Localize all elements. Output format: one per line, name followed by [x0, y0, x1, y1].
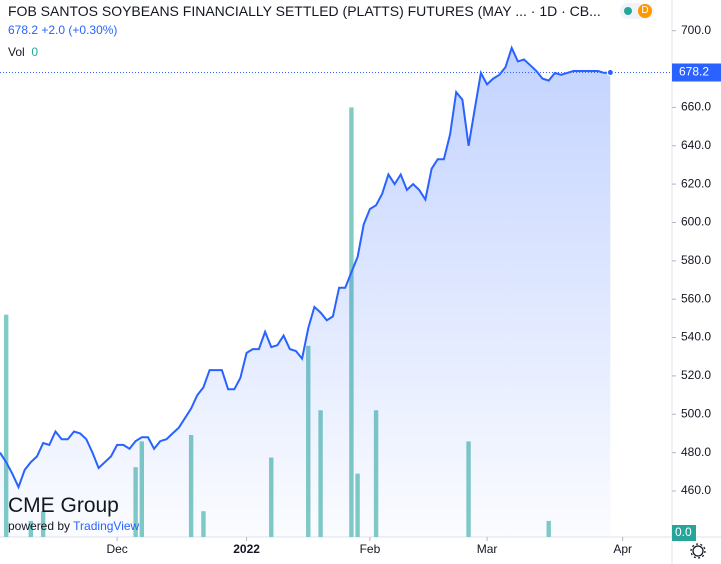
logo: CME Group powered by TradingView	[8, 494, 139, 533]
last-point	[606, 68, 614, 76]
change: +2.0 (+0.30%)	[41, 23, 118, 37]
y2-tick-label: 0.0	[675, 525, 692, 539]
y-tick-label: 520.0	[681, 368, 711, 382]
vol-value: 0	[31, 45, 39, 59]
price-area	[0, 47, 611, 538]
y-tick-label: 500.0	[681, 406, 711, 420]
powered-by: powered by TradingView	[8, 519, 139, 533]
y-tick-label: 480.0	[681, 445, 711, 459]
y-tick-label: 700.0	[681, 23, 711, 37]
y-tick-label: 460.0	[681, 483, 711, 497]
price-line	[0, 45, 611, 490]
status-pill[interactable]: D	[620, 3, 654, 19]
last-price: 678.2	[8, 23, 39, 37]
y-tick-label: 640.0	[681, 138, 711, 152]
y2-tag	[672, 525, 696, 541]
quote: 678.2 +2.0 (+0.30%)	[8, 23, 601, 37]
settings-icon[interactable]	[690, 543, 706, 559]
last-price-tag	[672, 63, 721, 82]
x-tick-label: Feb	[360, 542, 381, 556]
volume-bar	[3, 314, 9, 537]
y-tick-label: 540.0	[681, 330, 711, 344]
x-tick-label: Apr	[613, 542, 632, 556]
vol-name: Vol	[8, 45, 25, 59]
y-tick-label: 580.0	[681, 253, 711, 267]
logo-text: CME Group	[8, 494, 119, 517]
y-tick-label: 620.0	[681, 176, 711, 190]
title: FOB SANTOS SOYBEANS FINANCIALLY SETTLED …	[8, 3, 601, 19]
last-price-label: 678.2	[679, 65, 709, 79]
y-tick-label: 660.0	[681, 100, 711, 114]
x-tick-label: 2022	[233, 542, 260, 556]
x-tick-label: Mar	[477, 542, 498, 556]
volume-legend: Vol 0	[8, 45, 601, 59]
powered: powered by	[8, 519, 71, 533]
brand: TradingView	[73, 519, 140, 533]
y-tick-label: 600.0	[681, 215, 711, 229]
y-tick-label: 560.0	[681, 291, 711, 305]
x-tick-label: Dec	[106, 542, 127, 556]
header: FOB SANTOS SOYBEANS FINANCIALLY SETTLED …	[8, 3, 601, 59]
